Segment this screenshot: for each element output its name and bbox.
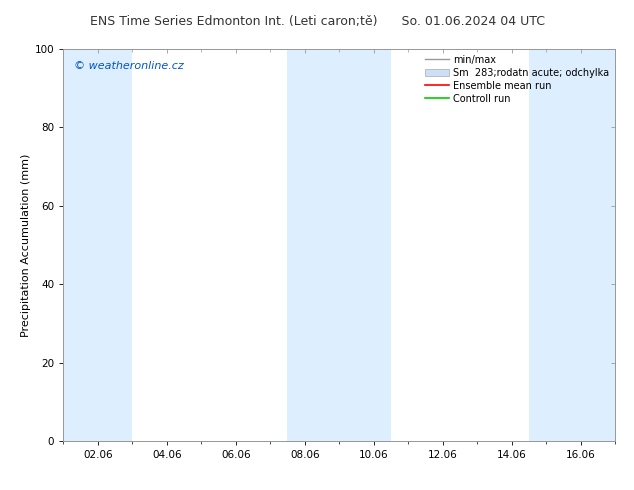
Legend: min/max, Sm  283;rodatn acute; odchylka, Ensemble mean run, Controll run: min/max, Sm 283;rodatn acute; odchylka, … [421, 51, 613, 107]
Bar [63, 49, 133, 441]
Text: ENS Time Series Edmonton Int. (Leti caron;tě)      So. 01.06.2024 04 UTC: ENS Time Series Edmonton Int. (Leti caro… [89, 15, 545, 28]
Y-axis label: Precipitation Accumulation (mm): Precipitation Accumulation (mm) [20, 153, 30, 337]
Bar [529, 49, 615, 441]
Bar [287, 49, 391, 441]
Text: © weatheronline.cz: © weatheronline.cz [74, 61, 184, 71]
